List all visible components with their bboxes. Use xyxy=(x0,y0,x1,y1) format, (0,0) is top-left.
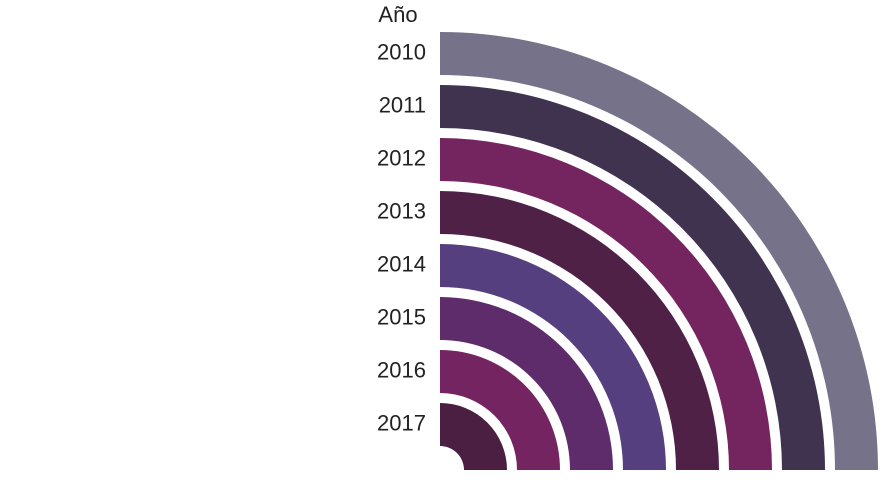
category-label: 2017 xyxy=(377,410,426,435)
arc-bar xyxy=(440,244,666,470)
arc-bar xyxy=(440,350,560,470)
arc-bar xyxy=(440,403,507,470)
arc-bar xyxy=(440,85,825,470)
arc-bar xyxy=(440,138,772,470)
category-label: 2010 xyxy=(377,39,426,64)
arc-bar xyxy=(440,32,878,470)
chart-title: Año xyxy=(378,2,417,27)
category-label: 2016 xyxy=(377,357,426,382)
category-label: 2013 xyxy=(377,198,426,223)
arc-bar xyxy=(440,191,719,470)
arc-bar xyxy=(440,297,613,470)
category-label: 2014 xyxy=(377,251,426,276)
category-label: 2015 xyxy=(377,304,426,329)
category-label: 2012 xyxy=(377,145,426,170)
category-label: 2011 xyxy=(379,92,426,117)
